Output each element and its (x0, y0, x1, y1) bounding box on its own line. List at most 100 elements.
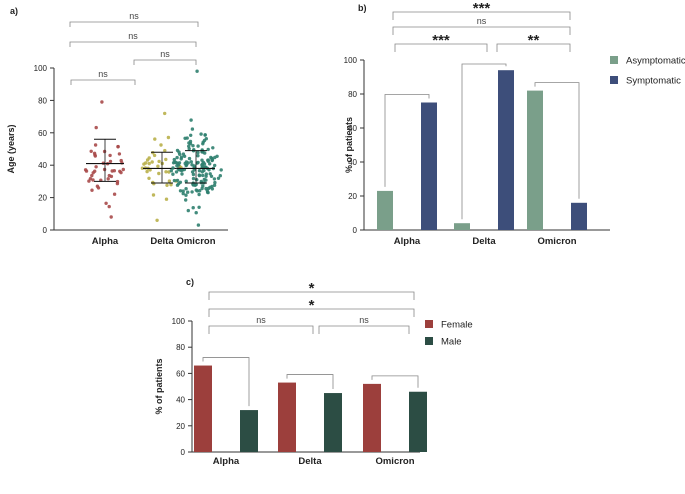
data-point (208, 185, 212, 189)
y-tick-label: 20 (348, 192, 357, 201)
data-point (171, 161, 176, 165)
y-axis-label: % of patients (344, 117, 354, 173)
significance-label: ns (477, 16, 487, 26)
data-point (187, 141, 191, 145)
significance-bracket (392, 26, 571, 35)
data-point (155, 218, 159, 222)
data-point (107, 204, 111, 209)
data-point (100, 100, 104, 104)
data-point (189, 160, 193, 164)
group-bracket (384, 94, 430, 187)
panel-label: c) (186, 277, 194, 287)
data-point (92, 151, 97, 155)
data-point (197, 173, 202, 178)
legend-label: Male (441, 337, 462, 348)
data-point (90, 188, 94, 192)
y-tick-label: 20 (38, 194, 47, 203)
data-point (196, 223, 201, 227)
data-point (195, 69, 199, 73)
data-point (171, 166, 175, 170)
significance-label: * (309, 297, 315, 314)
data-point (164, 170, 168, 174)
data-point (151, 193, 156, 197)
significance-label: *** (432, 32, 450, 49)
data-point (189, 118, 193, 122)
significance-bracket (392, 11, 571, 20)
bar-female (363, 383, 381, 452)
data-point (212, 177, 217, 181)
y-tick-label: 80 (176, 343, 185, 352)
data-point (202, 162, 207, 166)
data-point (181, 191, 185, 196)
y-tick-label: 60 (176, 369, 185, 378)
bar-symptomatic (571, 202, 587, 230)
x-tick-label: Alpha (92, 236, 119, 247)
x-tick-label: Omicron (537, 236, 576, 247)
data-point (174, 170, 179, 174)
data-point (190, 190, 194, 194)
data-point (186, 190, 190, 194)
data-point (206, 159, 210, 163)
y-tick-label: 80 (38, 96, 47, 105)
legend-label: Female (441, 320, 473, 331)
bar-female (194, 365, 212, 452)
bar-symptomatic (498, 70, 514, 230)
data-point (181, 189, 185, 193)
y-tick-label: 0 (353, 226, 358, 235)
data-point (117, 152, 122, 156)
data-point (197, 192, 201, 197)
data-point (191, 172, 196, 177)
data-point (190, 127, 195, 131)
data-point (180, 172, 184, 176)
data-point (110, 169, 114, 173)
data-point (184, 198, 188, 202)
data-point (200, 158, 204, 162)
data-point (185, 136, 189, 140)
data-point (145, 169, 149, 174)
data-point (172, 157, 176, 162)
bar-asymptomatic (377, 190, 393, 230)
x-tick-label: Delta (472, 236, 496, 247)
data-point (182, 154, 187, 158)
significance-bracket (208, 291, 415, 300)
legend-label: Symptomatic (626, 76, 681, 87)
significance-bracket (318, 325, 410, 334)
data-point (151, 180, 155, 185)
x-tick-label: Omicron (375, 456, 414, 467)
significance-bracket (69, 41, 197, 47)
y-tick-label: 0 (43, 226, 48, 235)
data-point (202, 138, 207, 143)
data-point (175, 183, 180, 187)
group-bracket (286, 374, 334, 390)
data-point (121, 167, 126, 172)
group-bracket (534, 82, 580, 199)
significance-label: ns (98, 69, 108, 79)
bar-asymptomatic (527, 90, 543, 230)
data-point (140, 166, 145, 170)
significance-label: ns (359, 315, 369, 325)
data-point (93, 143, 98, 147)
chart-b: 0 20 40 60 80 100 Alpha Delta Omicron % of patien… (344, 0, 685, 247)
y-axis-label: Age (years) (6, 124, 16, 173)
data-point (183, 161, 187, 166)
y-tick-label: 0 (181, 448, 186, 457)
data-point (175, 178, 180, 183)
data-point (216, 176, 221, 180)
data-point (104, 201, 108, 205)
legend-swatch (610, 56, 618, 64)
data-point (156, 164, 160, 168)
data-point (204, 178, 208, 182)
data-point (191, 206, 195, 210)
data-point (218, 174, 222, 178)
data-point (190, 163, 194, 167)
data-point (165, 183, 169, 187)
data-point (175, 148, 180, 153)
data-point (197, 169, 202, 173)
data-point (204, 186, 208, 191)
data-point (108, 159, 113, 164)
data-point (212, 183, 217, 187)
data-point (171, 172, 175, 176)
data-point (195, 178, 199, 182)
chart-c: 0 20 40 60 80 100 Alpha Delta Omicron % of patien… (154, 277, 473, 467)
